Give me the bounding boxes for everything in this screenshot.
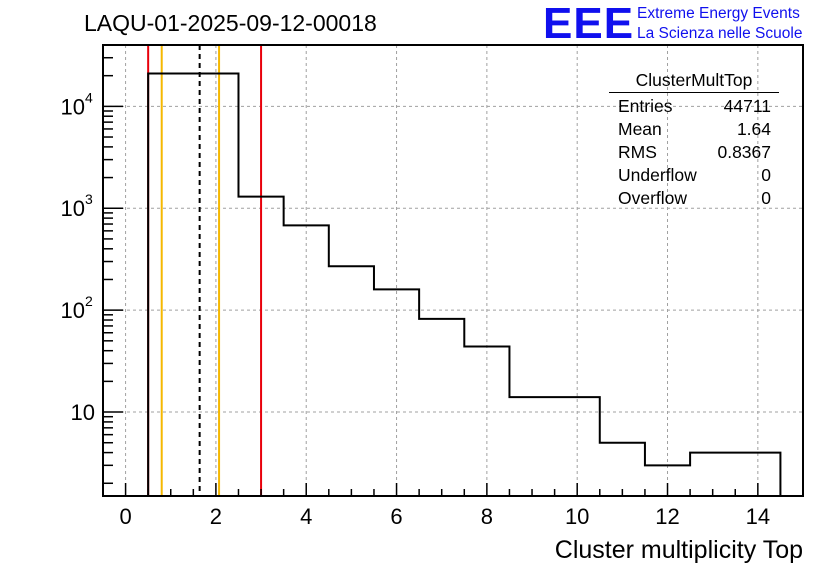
stats-title: ClusterMultTop (609, 70, 779, 93)
logo-eee-text: EEE (543, 0, 635, 48)
y-tick-exponent: 2 (85, 293, 93, 309)
x-axis-label: Cluster multiplicity Top (554, 536, 803, 564)
histogram-outline (147, 72, 782, 496)
x-tick-label: 0 (119, 504, 131, 529)
stats-label: Mean (618, 119, 662, 139)
marker-lines (147, 45, 263, 496)
stats-rows: Entries 44711 Mean 1.64 RMS 0.8367 Underflow 0 O… (609, 95, 779, 210)
x-tick-label: 2 (210, 504, 222, 529)
stats-label: RMS (618, 142, 657, 162)
stats-label: Entries (618, 96, 673, 116)
y-tick-label: 10 (61, 298, 85, 323)
y-tick-exponent: 4 (85, 89, 93, 105)
logo-line-2: La Scienza nelle Scuole (637, 25, 803, 42)
stats-row-overflow: Overflow 0 (609, 187, 779, 210)
y-tick-label: 10 (61, 196, 85, 221)
stats-value: 0 (761, 165, 771, 185)
logo-line-1: Extreme Energy Events (637, 5, 800, 22)
stats-value: 0 (761, 188, 771, 208)
histogram-bin (148, 74, 193, 496)
stats-value: 44711 (723, 96, 771, 116)
x-tick-label: 6 (390, 504, 402, 529)
stats-box: ClusterMultTop Entries 44711 Mean 1.64 RMS 0.… (609, 70, 779, 210)
eee-logo: EEE Extreme Energy Events La Scienza nel… (543, 0, 833, 48)
x-tick-label: 10 (565, 504, 589, 529)
y-tick-label: 10 (61, 94, 85, 119)
stats-row-entries: Entries 44711 (609, 95, 779, 118)
histogram-bin (329, 266, 374, 496)
histogram-bin (600, 443, 645, 496)
y-tick-exponent: 3 (85, 191, 93, 207)
plot-frame (102, 44, 804, 497)
stats-label: Overflow (618, 188, 688, 208)
stats-label: Underflow (618, 165, 697, 185)
histogram-bin (419, 319, 464, 496)
stats-value: 1.64 (736, 119, 771, 139)
stats-row-underflow: Underflow 0 (609, 164, 779, 187)
y-tick-label: 10 (71, 400, 95, 425)
x-tick-label: 4 (300, 504, 312, 529)
x-tick-label: 14 (746, 504, 770, 529)
x-tick-label: 12 (655, 504, 679, 529)
stats-row-mean: Mean 1.64 (609, 118, 779, 141)
chart-title: LAQU-01-2025-09-12-00018 (84, 10, 377, 36)
stats-row-rms: RMS 0.8367 (609, 141, 779, 164)
x-tick-label: 8 (481, 504, 493, 529)
stats-value: 0.8367 (717, 142, 771, 162)
